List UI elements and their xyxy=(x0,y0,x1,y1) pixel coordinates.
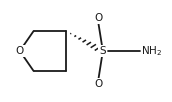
Text: O: O xyxy=(16,46,24,56)
Text: O: O xyxy=(94,13,102,23)
Text: NH$_2$: NH$_2$ xyxy=(141,44,162,58)
Text: S: S xyxy=(99,46,106,56)
Text: O: O xyxy=(94,79,102,89)
